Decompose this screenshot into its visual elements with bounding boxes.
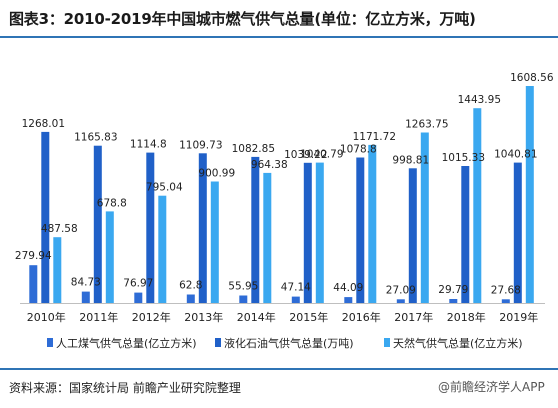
x-tick-label-7: 2017年	[394, 310, 433, 324]
bar-s1-1	[81, 291, 90, 303]
value-label-s1-9: 27.68	[491, 284, 521, 296]
footer-divider	[0, 368, 558, 370]
bar-s2-5	[303, 162, 312, 303]
legend-swatch-3	[384, 338, 390, 347]
x-tick-label-4: 2014年	[237, 310, 276, 324]
bar-s1-7	[396, 299, 405, 303]
value-label-s1-2: 76.97	[123, 278, 153, 290]
bar-s2-2	[146, 152, 155, 303]
bar-s3-2	[158, 195, 167, 303]
value-label-s1-7: 27.09	[386, 284, 416, 296]
bar-s1-8	[449, 299, 458, 303]
x-tick-label-1: 2011年	[79, 310, 118, 324]
bar-s3-7	[420, 132, 429, 303]
bar-chart: 279.94 1268.01 487.58 84.73 1165.83 678.8 76.9…	[15, 72, 554, 350]
value-label-s3-8: 1443.95	[458, 94, 501, 106]
value-label-s1-8: 29.79	[438, 284, 468, 296]
value-label-s2-0: 1268.01	[22, 118, 65, 130]
value-label-s2-2: 1114.8	[130, 139, 167, 151]
value-label-s3-9: 1608.56	[510, 72, 554, 84]
value-label-s2-5: 1039.22	[284, 149, 327, 161]
value-label-s3-6: 1171.72	[353, 131, 396, 143]
value-label-s2-9: 1040.81	[494, 149, 537, 161]
bar-s2-8	[461, 166, 470, 303]
bars-group	[29, 86, 534, 303]
legend-label-2: 液化石油气供气总量(万吨)	[224, 336, 354, 350]
legend: 人工煤气供气总量(亿立方米) 液化石油气供气总量(万吨) 天然气供气总量(亿立方米)	[47, 336, 523, 350]
legend-swatch-1	[47, 338, 53, 347]
bar-s3-5	[315, 162, 324, 303]
x-tick-label-5: 2015年	[289, 310, 328, 324]
bar-s3-8	[473, 108, 482, 303]
value-label-s3-7: 1263.75	[405, 119, 448, 131]
bar-s2-3	[198, 153, 207, 303]
x-tick-labels-group: 2010年 2011年 2012年 2013年 2014年 2015年 2016年 2017年…	[27, 310, 538, 324]
value-label-s1-6: 44.09	[333, 282, 363, 294]
bar-s3-0	[53, 237, 62, 303]
x-tick-label-2: 2012年	[132, 310, 171, 324]
value-label-s2-3: 1109.73	[179, 139, 222, 151]
value-label-s2-8: 1015.33	[442, 152, 485, 164]
value-label-s3-4: 964.38	[251, 159, 288, 171]
bar-s3-1	[105, 211, 114, 303]
bar-s1-4	[239, 295, 248, 303]
value-label-s1-0: 279.94	[15, 250, 52, 262]
bar-s3-9	[525, 86, 534, 303]
value-labels-group: 279.94 1268.01 487.58 84.73 1165.83 678.8 76.9…	[15, 72, 554, 296]
value-label-s1-3: 62.8	[179, 280, 202, 292]
value-label-s1-5: 47.14	[281, 282, 311, 294]
x-tick-label-6: 2016年	[342, 310, 381, 324]
bar-s1-3	[186, 294, 195, 303]
bar-s2-6	[356, 157, 365, 303]
chart-title: 图表3：2010-2019年中国城市燃气供气总量(单位：亿立方米，万吨)	[9, 10, 476, 28]
value-label-s1-4: 55.95	[228, 281, 258, 293]
bar-s2-0	[41, 131, 50, 303]
legend-swatch-2	[215, 338, 221, 347]
legend-label-1: 人工煤气供气总量(亿立方米)	[56, 336, 197, 350]
bar-s2-1	[93, 145, 102, 303]
value-label-s3-2: 795.04	[146, 182, 183, 194]
bar-s1-2	[134, 292, 143, 303]
legend-label-3: 天然气供气总量(亿立方米)	[393, 336, 523, 350]
bar-s3-4	[263, 172, 272, 303]
bar-s3-6	[368, 144, 377, 303]
x-tick-label-0: 2010年	[27, 310, 66, 324]
bar-s1-5	[291, 296, 300, 303]
bar-s2-4	[251, 156, 260, 303]
x-tick-label-8: 2018年	[447, 310, 486, 324]
value-label-s2-4: 1082.85	[232, 143, 275, 155]
value-label-s3-1: 678.8	[97, 197, 127, 209]
value-label-s2-7: 998.81	[392, 154, 429, 166]
bar-s3-3	[210, 181, 219, 303]
value-label-s3-5: 1040.79	[300, 149, 343, 161]
bar-s1-9	[501, 299, 510, 303]
bar-s1-6	[344, 297, 353, 303]
bar-s2-7	[408, 168, 417, 303]
value-label-s1-1: 84.73	[71, 277, 101, 289]
source-note: 资料来源：国家统计局 前瞻产业研究院整理	[9, 381, 241, 395]
value-label-s3-3: 900.99	[198, 168, 235, 180]
bar-s1-0	[29, 265, 38, 303]
x-tick-label-3: 2013年	[184, 310, 223, 324]
x-tick-label-9: 2019年	[499, 310, 538, 324]
title-divider	[0, 36, 558, 38]
bar-s2-9	[513, 162, 522, 303]
value-label-s2-6: 1078.8	[340, 144, 377, 156]
value-label-s2-1: 1165.83	[74, 132, 117, 144]
watermark-text: @前瞻经济学人APP	[438, 380, 545, 394]
value-label-s3-0: 487.58	[41, 223, 78, 235]
